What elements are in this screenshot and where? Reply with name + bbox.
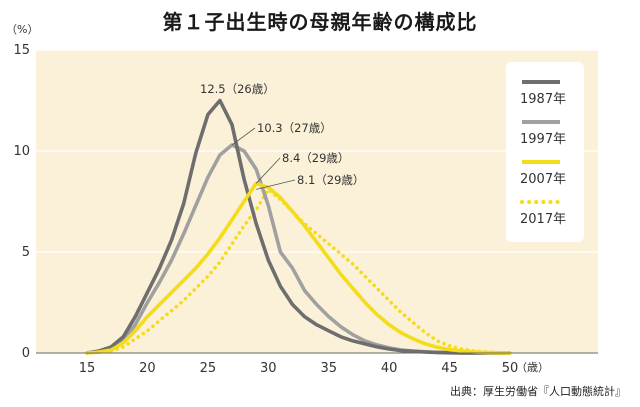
x-tick-label: 50 [502, 361, 519, 376]
x-tick-label: 20 [139, 361, 156, 376]
legend-box [506, 62, 584, 242]
annotation-leader [256, 179, 296, 190]
series-lines [85, 98, 512, 355]
x-axis-unit: （歳） [516, 361, 549, 374]
annotation-leader [255, 157, 281, 184]
chart-title: 第１子出生時の母親年齢の構成比 [162, 10, 478, 34]
y-tick-label: 0 [22, 346, 30, 361]
legend-label: 2017年 [520, 212, 566, 227]
annotation-leaders: 12.5（26歳） 10.3（27歳） 8.4（29歳） 8.1（29歳） [200, 82, 364, 190]
y-tick-label: 10 [13, 144, 30, 159]
series-line-2017 [85, 187, 512, 355]
y-tick-label: 15 [13, 43, 30, 58]
gridlines [36, 49, 598, 253]
legend-label: 1987年 [520, 92, 566, 107]
y-tick-label: 5 [22, 245, 30, 260]
series-line-1987 [86, 98, 510, 355]
legend: 1987年 1997年 2007年 2017年 [506, 62, 584, 242]
x-tick-label: 30 [260, 361, 277, 376]
y-axis-unit: （%） [6, 23, 38, 36]
series-line-2007 [86, 181, 511, 355]
x-tick-label: 25 [200, 361, 217, 376]
legend-label: 2007年 [520, 172, 566, 187]
source-note: 出典：厚生労働省『人口動態統計』 [450, 385, 626, 398]
annotation-label: 8.4（29歳） [282, 151, 349, 165]
legend-label: 1997年 [520, 132, 566, 147]
annotation-label: 12.5（26歳） [200, 82, 275, 96]
axes: 15 20 25 30 35 40 45 50 0 5 10 15 （%） （歳） [6, 23, 598, 376]
x-tick-label: 45 [441, 361, 458, 376]
x-tick-label: 15 [79, 361, 96, 376]
annotation-label: 10.3（27歳） [257, 121, 332, 135]
annotation-leader [231, 127, 256, 146]
x-tick-label: 40 [381, 361, 398, 376]
annotation-label: 8.1（29歳） [297, 173, 364, 187]
x-tick-label: 35 [320, 361, 337, 376]
